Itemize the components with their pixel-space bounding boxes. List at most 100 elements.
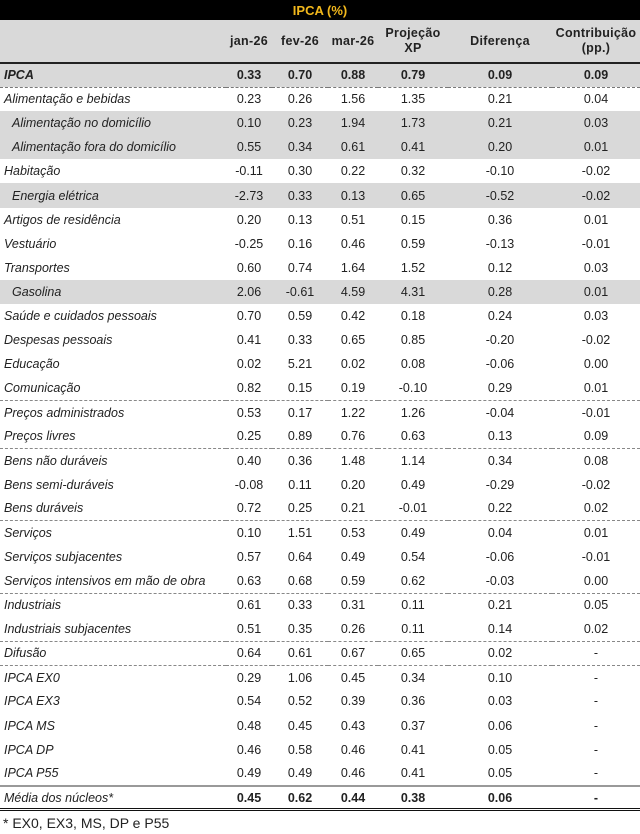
cell-value: -0.01 (581, 549, 611, 564)
row-label: Industriais subjacentes (0, 617, 226, 642)
table-row: Transportes 0.60 0.74 1.64 1.52 0.12 0.03 (0, 256, 640, 280)
cell-value: 0.09 (552, 424, 640, 450)
table-row: Serviços 0.10 1.51 0.53 0.49 0.04 0.01 (0, 521, 640, 545)
cell-value: 0.00 (552, 568, 640, 594)
cell-value: 0.25 (226, 424, 272, 450)
row-label: Alimentação no domicílio (0, 111, 226, 136)
cell-value: 0.82 (226, 376, 272, 401)
cell-value: 0.33 (287, 598, 313, 613)
cell-value: 0.03 (583, 308, 609, 323)
table-row: Saúde e cuidados pessoais 0.70 0.59 0.42 0.1… (0, 304, 640, 328)
table-row: Vestuário -0.25 0.16 0.46 0.59 -0.13 -0.01 (0, 232, 640, 256)
cell-value: 0.25 (272, 496, 328, 522)
table-title: IPCA (%) (0, 0, 640, 20)
cell-value: - (552, 785, 640, 812)
cell-value: 1.14 (400, 453, 426, 468)
cell-value: 0.09 (448, 63, 552, 88)
cell-value: -0.10 (485, 164, 515, 179)
cell-value: 0.04 (583, 92, 609, 107)
cell-value: 0.68 (272, 568, 328, 594)
cell-value: 0.13 (328, 183, 378, 208)
row-label: Serviços subjacentes (4, 549, 123, 564)
table-row: Habitação -0.11 0.30 0.22 0.32 -0.10 -0.02 (0, 159, 640, 183)
cell-value: 0.26 (287, 92, 313, 107)
cell-value: 0.19 (328, 376, 378, 401)
cell-value: 0.36 (487, 212, 513, 227)
cell-value: 0.28 (448, 279, 552, 304)
cell-value: 0.21 (448, 111, 552, 136)
table-body: IPCA 0.33 0.70 0.88 0.79 0.09 0.09 Alimentação … (0, 63, 640, 812)
table-row: Comunicação 0.82 0.15 0.19 -0.10 0.29 0.01 (0, 376, 640, 401)
cell-value: 0.42 (340, 308, 366, 323)
row-label: Energia elétrica (0, 183, 226, 208)
cell-value: 0.01 (583, 526, 609, 541)
cell-value: 0.41 (236, 333, 262, 348)
table-row: Difusão 0.64 0.61 0.67 0.65 0.02- (0, 641, 640, 666)
cell-value: -0.01 (378, 496, 448, 522)
cell-value: -0.06 (485, 549, 515, 564)
cell-value: -0.11 (235, 164, 263, 179)
cell-value: 0.60 (236, 260, 262, 275)
cell-value: 1.22 (340, 405, 366, 420)
header-contrib-line1: Contribuição (555, 26, 637, 40)
table-row: Serviços intensivos em mão de obra 0.63 0.… (0, 568, 640, 594)
cell-value: 0.48 (236, 718, 262, 733)
cell-value: 0.30 (287, 164, 313, 179)
header-label (0, 20, 226, 64)
cell-value: 0.21 (487, 92, 513, 107)
cell-value: -0.03 (448, 568, 552, 594)
footnote: * EX0, EX3, MS, DP e P55 (3, 815, 170, 832)
row-label: IPCA P55 (0, 761, 226, 787)
cell-value: -0.01 (581, 236, 611, 251)
table-row: Artigos de residência 0.20 0.13 0.51 0.15 0.3… (0, 208, 640, 232)
cell-value: 0.21 (487, 598, 513, 613)
cell-value: 0.41 (378, 135, 448, 160)
cell-value: -0.20 (485, 333, 515, 348)
cell-value: 0.61 (328, 135, 378, 160)
cell-value: 0.26 (328, 617, 378, 642)
cell-value: 0.49 (226, 761, 272, 787)
cell-value: -0.10 (378, 376, 448, 401)
header-projecao-line2: XP (404, 41, 422, 55)
cell-value: - (593, 670, 599, 685)
cell-value: 0.29 (448, 376, 552, 401)
cell-value: 0.64 (287, 549, 313, 564)
row-label: IPCA DP (4, 742, 54, 757)
row-label: Vestuário (4, 236, 57, 251)
cell-value: 0.65 (378, 641, 448, 666)
row-label: IPCA (0, 63, 226, 88)
row-label: IPCA EX0 (4, 670, 60, 685)
cell-value: 0.36 (287, 453, 313, 468)
cell-value: 0.85 (400, 333, 426, 348)
row-label: Alimentação fora do domicílio (0, 135, 226, 160)
cell-value: 0.72 (226, 496, 272, 522)
cell-value: -0.02 (581, 333, 611, 348)
cell-value: 0.01 (583, 212, 609, 227)
cell-value: 0.45 (287, 718, 313, 733)
cell-value: -0.02 (581, 164, 611, 179)
cell-value: 0.38 (378, 785, 448, 812)
table-row: Industriais 0.61 0.33 0.31 0.11 0.21 0.05 (0, 593, 640, 617)
cell-value: 0.89 (272, 424, 328, 450)
row-label: Habitação (4, 164, 61, 179)
cell-value: 0.61 (236, 598, 262, 613)
cell-value: 0.06 (448, 785, 552, 812)
header-mar: mar-26 (328, 20, 378, 64)
cell-value: 2.06 (226, 279, 272, 304)
cell-value: 4.31 (378, 279, 448, 304)
row-label: Preços administrados (4, 405, 125, 420)
cell-value: 0.15 (272, 376, 328, 401)
cell-value: 0.34 (487, 453, 513, 468)
table-row: Bens duráveis 0.72 0.25 0.21 -0.01 0.22 0.02 (0, 496, 640, 522)
cell-value: 0.70 (272, 63, 328, 88)
cell-value: 0.21 (328, 496, 378, 522)
cell-value: 0.36 (400, 694, 426, 709)
cell-value: 0.59 (400, 236, 426, 251)
cell-value: 0.41 (378, 761, 448, 787)
cell-value: 0.35 (272, 617, 328, 642)
row-label: IPCA EX3 (4, 694, 60, 709)
cell-value: 0.01 (552, 279, 640, 304)
cell-value: -0.02 (581, 477, 611, 492)
cell-value: 0.11 (401, 598, 425, 613)
cell-value: 0.14 (448, 617, 552, 642)
